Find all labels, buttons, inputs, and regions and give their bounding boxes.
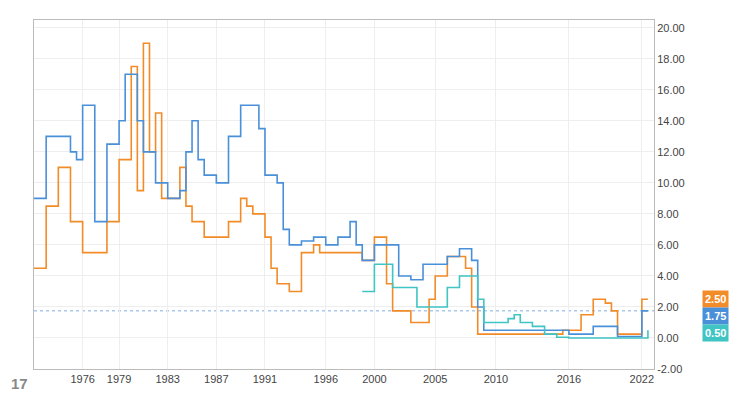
svg-text:1991: 1991	[253, 373, 277, 385]
svg-text:2005: 2005	[423, 373, 447, 385]
svg-text:2.00: 2.00	[657, 301, 678, 313]
svg-text:4.00: 4.00	[657, 270, 678, 282]
svg-text:10.00: 10.00	[657, 177, 685, 189]
svg-text:1976: 1976	[70, 373, 94, 385]
svg-text:0.00: 0.00	[657, 332, 678, 344]
svg-text:1996: 1996	[314, 373, 338, 385]
svg-text:2000: 2000	[362, 373, 386, 385]
svg-text:16.00: 16.00	[657, 84, 685, 96]
svg-text:2016: 2016	[557, 373, 581, 385]
svg-text:8.00: 8.00	[657, 208, 678, 220]
svg-text:2.50: 2.50	[705, 293, 726, 305]
svg-text:1979: 1979	[107, 373, 131, 385]
svg-text:1983: 1983	[155, 373, 179, 385]
svg-text:1.75: 1.75	[705, 310, 726, 322]
svg-text:-2.00: -2.00	[657, 363, 682, 375]
svg-text:12.00: 12.00	[657, 146, 685, 158]
svg-text:2022: 2022	[630, 373, 654, 385]
svg-text:1987: 1987	[204, 373, 228, 385]
svg-text:6.00: 6.00	[657, 239, 678, 251]
svg-text:14.00: 14.00	[657, 115, 685, 127]
svg-text:0.50: 0.50	[705, 327, 726, 339]
svg-text:17: 17	[11, 375, 28, 392]
svg-text:2010: 2010	[484, 373, 508, 385]
svg-text:20.00: 20.00	[657, 22, 685, 34]
svg-text:18.00: 18.00	[657, 53, 685, 65]
